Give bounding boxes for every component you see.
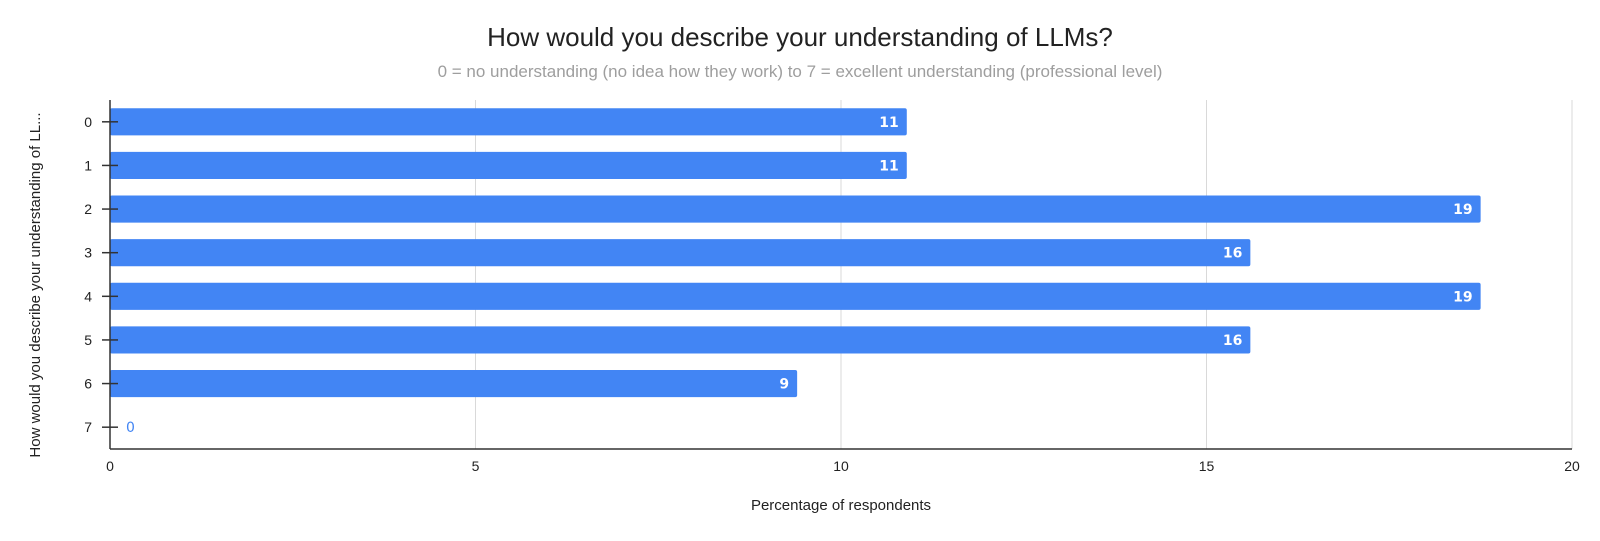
y-tick-label: 3: [84, 245, 92, 261]
x-axis-title: Percentage of respondents: [751, 497, 931, 514]
bar-2: [110, 196, 1481, 223]
data-label: 16: [1223, 246, 1242, 262]
data-label: 19: [1453, 289, 1472, 305]
x-tick-label: 20: [1564, 458, 1580, 474]
y-tick-label: 4: [84, 288, 92, 304]
data-label: 16: [1223, 333, 1242, 349]
y-tick-label: 0: [84, 114, 92, 130]
bar-6: [110, 370, 797, 397]
bar-3: [110, 239, 1250, 266]
y-tick-label: 5: [84, 332, 92, 348]
data-label: 11: [879, 158, 898, 174]
bar-1: [110, 152, 907, 179]
bar-0: [110, 108, 907, 135]
x-tick-label: 10: [833, 458, 849, 474]
data-label: 19: [1453, 202, 1472, 218]
x-tick-label: 15: [1199, 458, 1215, 474]
y-tick-label: 7: [84, 419, 92, 435]
data-label: 11: [879, 115, 898, 131]
bar-chart: 11 11 19 16 19 16 9 0 0 5 10 15 20 0 1 2 3 4 5 6 7 Percenta…: [0, 0, 1600, 541]
data-label: 0: [126, 420, 135, 436]
y-axis-title: How would you describe your understandin…: [27, 112, 44, 457]
data-label: 9: [779, 377, 789, 393]
bar-4: [110, 283, 1481, 310]
y-tick-label: 6: [84, 376, 92, 392]
bar-5: [110, 326, 1250, 353]
bars: 11 11 19 16 19 16 9 0: [110, 108, 1481, 436]
y-tick-label: 1: [84, 157, 92, 173]
x-tick-label: 5: [472, 458, 480, 474]
x-tick-label: 0: [106, 458, 114, 474]
y-tick-label: 2: [84, 201, 92, 217]
